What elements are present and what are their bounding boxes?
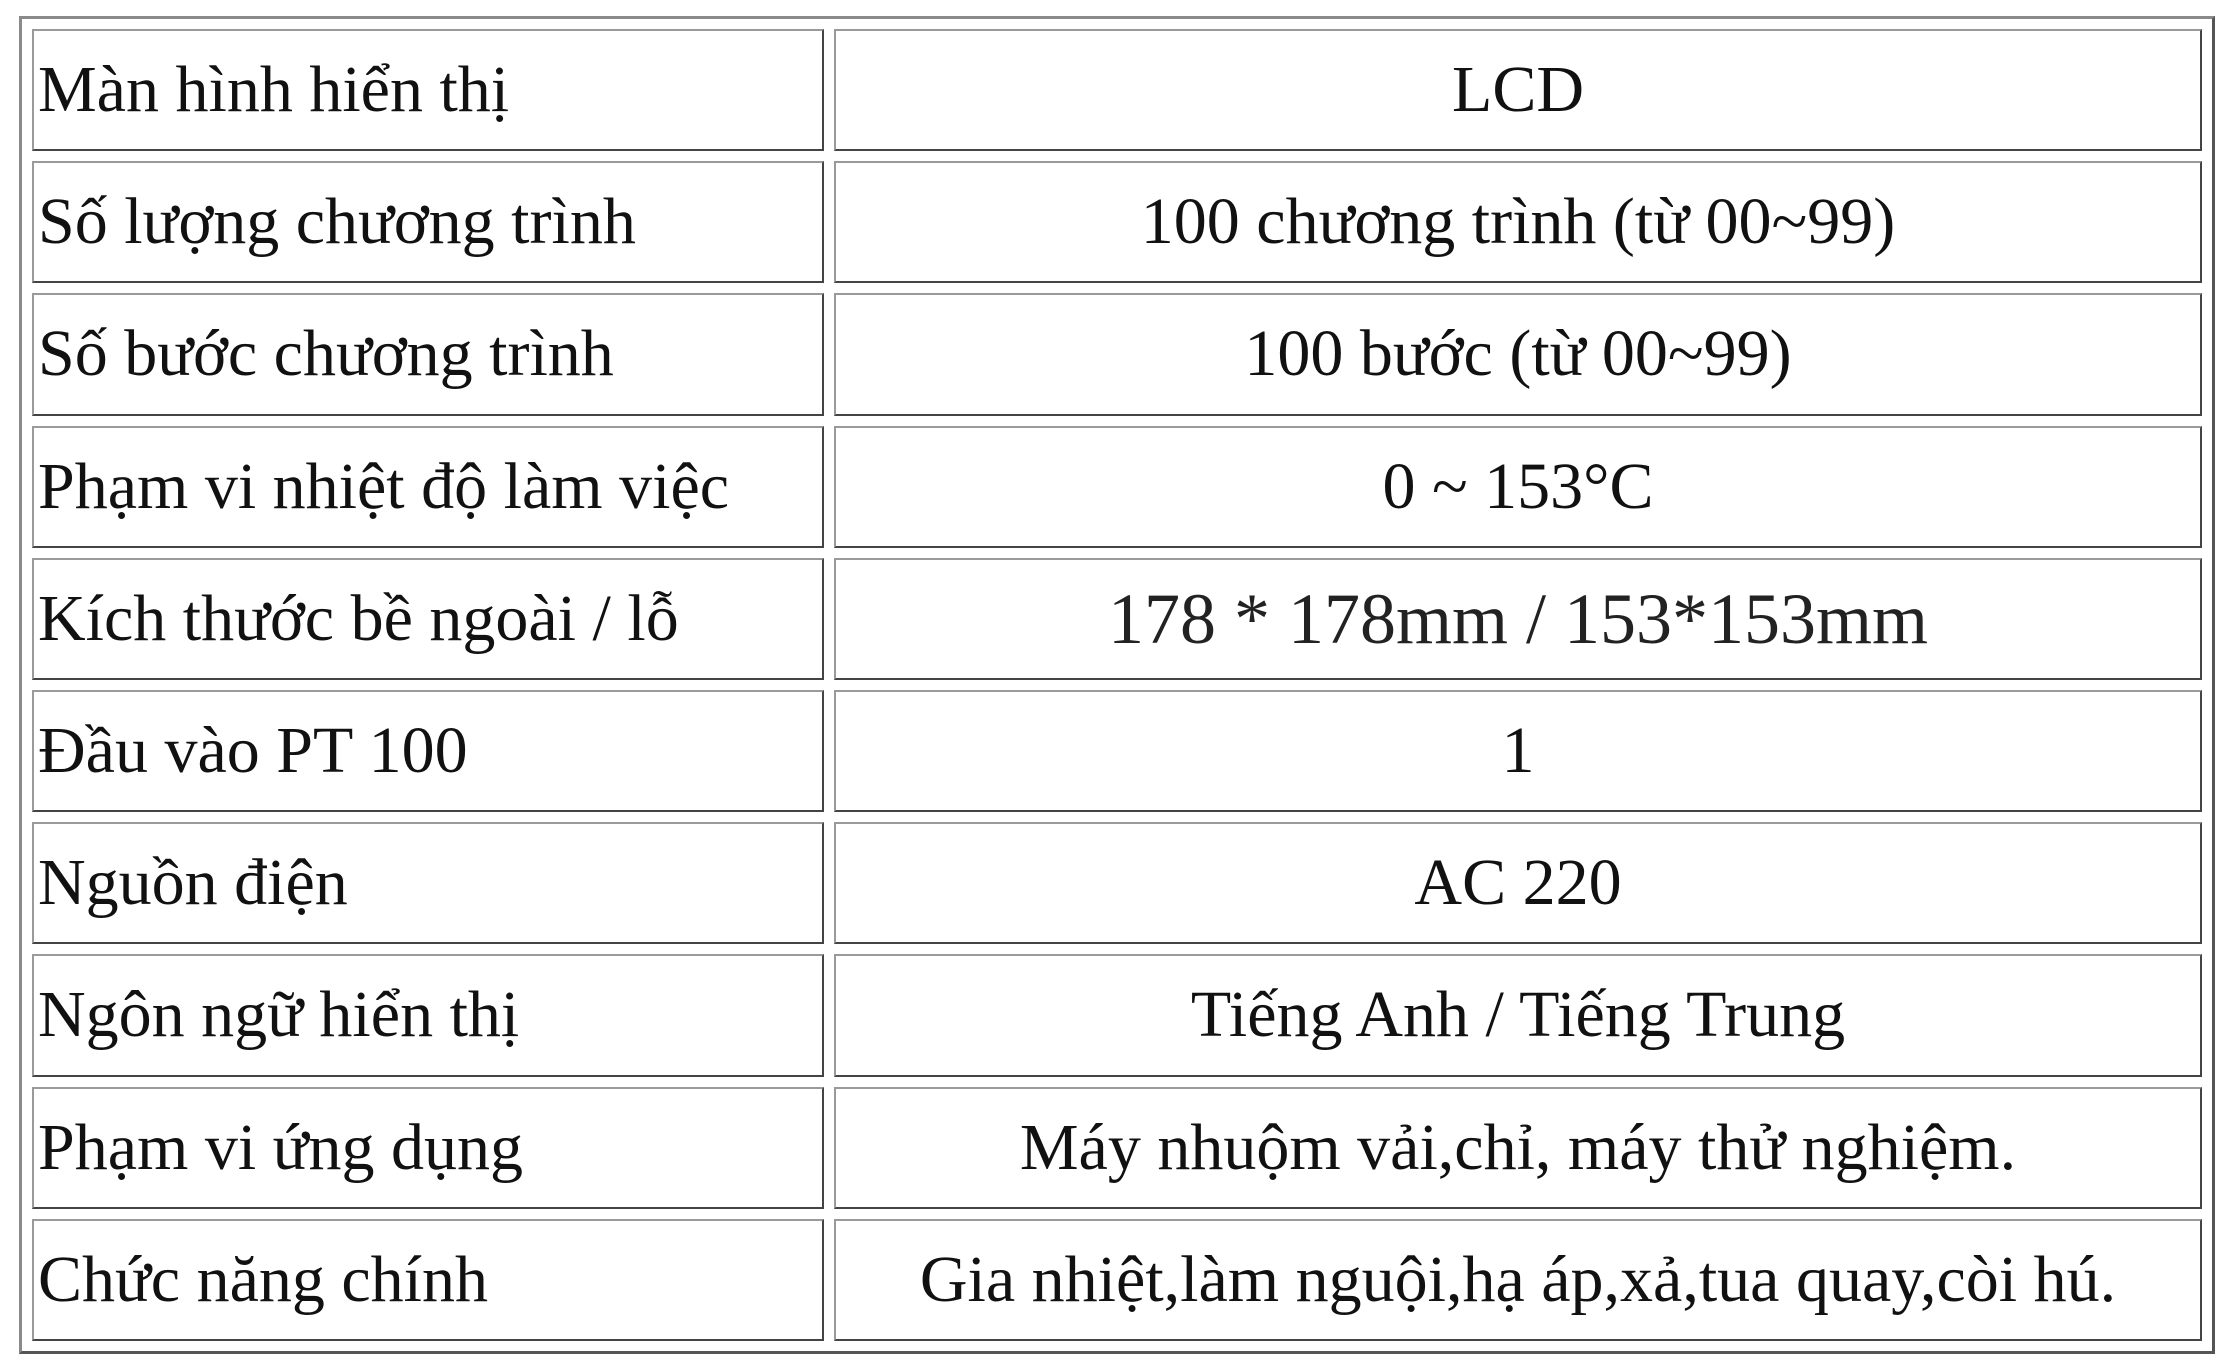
row-value: 100 chương trình (từ 00~99) (834, 161, 2202, 284)
table-row: Ngôn ngữ hiển thị Tiếng Anh / Tiếng Trung (32, 954, 2202, 1077)
row-label: Phạm vi nhiệt độ làm việc (32, 425, 824, 548)
row-label: Màn hình hiển thị (32, 29, 824, 152)
row-label: Số lượng chương trình (32, 161, 824, 284)
row-label: Kích thước bề ngoài / lỗ (32, 557, 824, 680)
row-label: Số bước chương trình (32, 293, 824, 416)
table-row: Màn hình hiển thị LCD (32, 29, 2202, 152)
table-row: Chức năng chính Gia nhiệt,làm nguội,hạ áp… (32, 1218, 2202, 1341)
row-value: 178 * 178mm / 153*153mm (834, 557, 2202, 680)
table-row: Số lượng chương trình 100 chương trình (t… (32, 161, 2202, 284)
row-value: LCD (834, 29, 2202, 152)
table-row: Kích thước bề ngoài / lỗ 178 * 178mm / 15… (32, 557, 2202, 680)
row-value: 100 bước (từ 00~99) (834, 293, 2202, 416)
table-row: Đầu vào PT 100 1 (32, 689, 2202, 813)
row-label: Chức năng chính (32, 1218, 824, 1341)
row-value: Tiếng Anh / Tiếng Trung (834, 954, 2202, 1077)
table-row: Nguồn điện AC 220 (32, 822, 2202, 945)
row-label: Nguồn điện (32, 822, 824, 945)
table-row: Số bước chương trình 100 bước (từ 00~99) (32, 293, 2202, 416)
table-row: Phạm vi ứng dụng Máy nhuộm vải,chỉ, máy t… (32, 1086, 2202, 1209)
row-label: Ngôn ngữ hiển thị (32, 954, 824, 1077)
row-value: Máy nhuộm vải,chỉ, máy thử nghiệm. (834, 1086, 2202, 1209)
row-value: AC 220 (834, 822, 2202, 945)
row-value: 0 ~ 153°C (834, 425, 2202, 548)
row-value: Gia nhiệt,làm nguội,hạ áp,xả,tua quay,cò… (834, 1218, 2202, 1341)
spec-table: Màn hình hiển thị LCD Số lượng chương trì… (19, 16, 2215, 1354)
row-label: Phạm vi ứng dụng (32, 1086, 824, 1209)
table-row: Phạm vi nhiệt độ làm việc 0 ~ 153°C (32, 425, 2202, 548)
row-value: 1 (834, 689, 2202, 813)
row-label: Đầu vào PT 100 (32, 689, 824, 813)
